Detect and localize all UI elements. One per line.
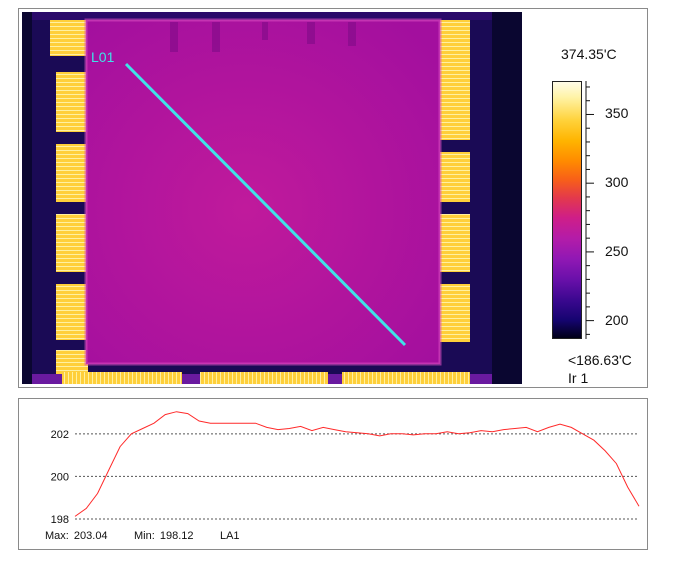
thermal-image: L01 — [22, 12, 522, 384]
scale-tick-label: 250 — [605, 242, 629, 259]
min-stat-label: Min: — [134, 530, 155, 542]
measurement-line-label: L01 — [91, 49, 115, 65]
roi-label: Ir 1 — [568, 370, 589, 386]
profile-stats: Max: 203.04 Min: 198.12 LA1 — [45, 530, 242, 542]
line-name-label: LA1 — [219, 530, 240, 542]
profile-chart: 198 200 202 — [51, 411, 640, 526]
max-stat-value: 203.04 — [73, 530, 108, 542]
max-temperature-label: 374.35'C — [561, 46, 617, 62]
color-scale-axis — [585, 81, 594, 339]
profile-panel: 198 200 202 Max: 203.04 Min: 198.12 LA1 — [18, 398, 648, 550]
left-bond-pads — [50, 20, 88, 374]
profile-series-la1 — [74, 411, 640, 517]
min-temperature-label: <186.63'C — [568, 352, 632, 368]
temperature-color-bar — [552, 81, 582, 339]
y-tick-label: 198 — [51, 514, 69, 526]
measurement-line[interactable] — [124, 62, 407, 347]
scale-tick-label: 300 — [605, 174, 629, 191]
y-tick-label: 202 — [51, 429, 69, 441]
bottom-bond-pads — [62, 372, 470, 384]
min-stat-value: 198.12 — [159, 530, 194, 542]
y-tick-label: 200 — [51, 471, 69, 483]
max-stat-label: Max: — [45, 530, 69, 542]
die-area — [86, 20, 440, 364]
right-bond-pads — [440, 20, 470, 342]
scale-tick-label: 200 — [605, 311, 629, 328]
scale-tick-label: 350 — [605, 105, 629, 122]
thermal-panel: L01 374.35'C 350 300 250 200 <186.63'C Ir 1 — [18, 8, 648, 388]
